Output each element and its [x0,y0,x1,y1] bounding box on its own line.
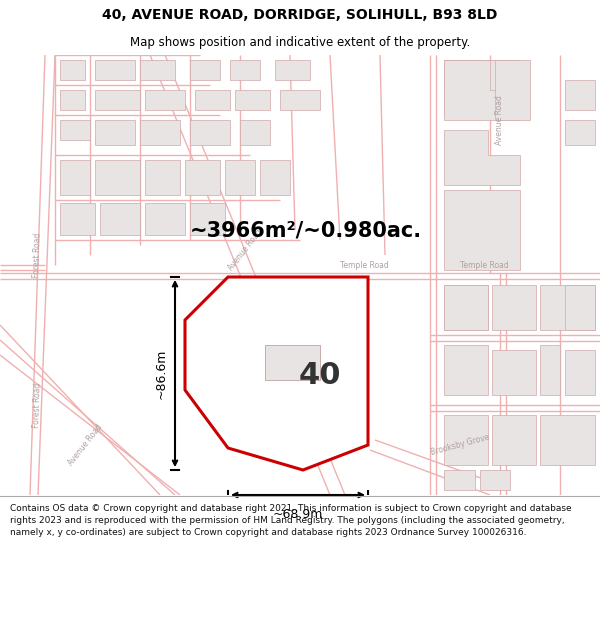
Polygon shape [444,470,475,490]
Text: Forest Road: Forest Road [32,382,42,428]
Polygon shape [280,90,320,110]
Polygon shape [492,415,536,465]
Polygon shape [230,60,260,80]
Polygon shape [540,415,595,465]
Polygon shape [260,160,290,195]
Polygon shape [565,285,595,330]
Text: 40, AVENUE ROAD, DORRIDGE, SOLIHULL, B93 8LD: 40, AVENUE ROAD, DORRIDGE, SOLIHULL, B93… [103,8,497,22]
Text: Avenue Road: Avenue Road [226,228,264,272]
Polygon shape [565,350,595,395]
Polygon shape [240,120,270,145]
Polygon shape [140,120,180,145]
Polygon shape [492,350,536,395]
Text: Temple Road: Temple Road [340,261,389,269]
Polygon shape [565,120,595,145]
Polygon shape [235,90,270,110]
Polygon shape [444,415,488,465]
Polygon shape [95,60,135,80]
Polygon shape [444,130,520,185]
Polygon shape [100,203,140,235]
Polygon shape [190,60,220,80]
Polygon shape [495,60,530,120]
Polygon shape [275,60,310,80]
Polygon shape [185,160,220,195]
Polygon shape [95,90,140,110]
Polygon shape [225,160,255,195]
Polygon shape [185,277,368,470]
Text: 40: 40 [299,361,341,389]
Polygon shape [60,60,85,80]
Polygon shape [444,285,488,330]
Text: ~68.9m: ~68.9m [273,509,323,521]
Polygon shape [190,203,225,235]
Polygon shape [145,90,185,110]
Polygon shape [60,120,90,140]
Polygon shape [145,160,180,195]
Polygon shape [540,285,595,330]
Text: Contains OS data © Crown copyright and database right 2021. This information is : Contains OS data © Crown copyright and d… [10,504,571,537]
Polygon shape [444,345,488,395]
Polygon shape [140,60,175,80]
Polygon shape [444,285,488,330]
Polygon shape [444,60,480,115]
Polygon shape [444,60,520,120]
Polygon shape [95,160,140,195]
Polygon shape [265,345,320,380]
Polygon shape [145,203,185,235]
Text: Temple Road: Temple Road [460,261,509,269]
Polygon shape [480,470,510,490]
Text: ~86.6m: ~86.6m [155,348,167,399]
Polygon shape [95,120,135,145]
Polygon shape [60,160,90,195]
Polygon shape [484,60,520,115]
Polygon shape [540,345,560,395]
Polygon shape [444,60,480,90]
Text: Avenue Road: Avenue Road [496,95,505,145]
Polygon shape [492,285,536,330]
Polygon shape [60,90,85,110]
Polygon shape [195,90,230,110]
Polygon shape [565,80,595,110]
Polygon shape [60,203,95,235]
Text: Forest Road: Forest Road [32,232,42,278]
Polygon shape [444,190,520,270]
Text: Map shows position and indicative extent of the property.: Map shows position and indicative extent… [130,36,470,49]
Polygon shape [480,60,520,115]
Text: Avenue Road: Avenue Road [66,422,104,468]
Text: ~3966m²/~0.980ac.: ~3966m²/~0.980ac. [190,220,422,240]
Text: Brooksby Grove: Brooksby Grove [430,433,491,457]
Polygon shape [190,120,230,145]
